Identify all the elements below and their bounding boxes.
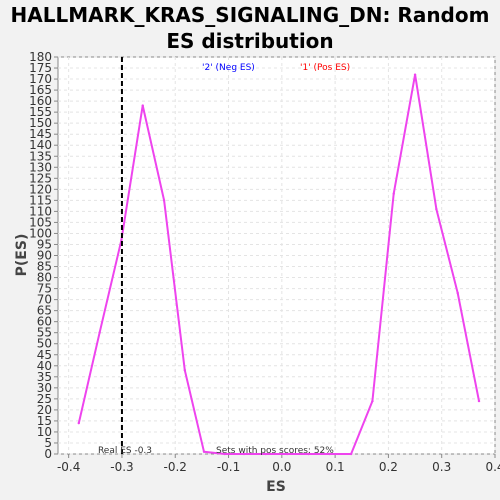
y-tick-label: 120 bbox=[29, 182, 52, 196]
y-tick-label: 105 bbox=[29, 215, 52, 229]
y-tick-label: 60 bbox=[37, 315, 52, 329]
data-point bbox=[435, 207, 438, 211]
y-tick-label: 135 bbox=[29, 149, 52, 163]
y-tick-label: 85 bbox=[37, 260, 52, 274]
y-tick-label: 95 bbox=[37, 237, 52, 251]
data-point bbox=[202, 450, 206, 453]
data-point bbox=[120, 238, 123, 242]
y-tick-label: 90 bbox=[37, 249, 52, 263]
y-tick-label: 0 bbox=[44, 447, 52, 461]
y-tick-label: 30 bbox=[37, 381, 52, 395]
y-axis-label: P(ES) bbox=[14, 234, 30, 277]
x-tick-label: -0.2 bbox=[164, 460, 187, 474]
data-point bbox=[392, 192, 395, 195]
y-tick-label: 15 bbox=[37, 414, 52, 428]
data-point bbox=[98, 331, 101, 334]
data-point bbox=[77, 421, 80, 425]
y-tick-label: 165 bbox=[29, 83, 52, 97]
y-tick-label: 175 bbox=[29, 61, 52, 75]
y-tick-label: 130 bbox=[29, 160, 52, 174]
data-point bbox=[242, 452, 246, 456]
data-point bbox=[456, 291, 459, 295]
legend-pos-es: '1' (Pos ES) bbox=[300, 63, 350, 73]
y-tick-label: 100 bbox=[29, 226, 52, 240]
data-point bbox=[477, 399, 481, 403]
pos-scores-annotation: Sets with pos scores: 52% bbox=[216, 446, 334, 456]
legend-neg-es: '2' (Neg ES) bbox=[202, 63, 255, 73]
series-line bbox=[77, 73, 480, 455]
y-tick-label: 145 bbox=[29, 127, 52, 141]
real-es-label: Real ES -0.3 bbox=[98, 446, 152, 456]
data-point bbox=[371, 399, 374, 403]
data-point bbox=[328, 452, 331, 456]
y-tick-label: 50 bbox=[37, 337, 52, 351]
x-axis: -0.4 -0.3 -0.2 -0.1 0.0 0.1 0.2 0.3 0.4 bbox=[57, 454, 500, 474]
data-point bbox=[307, 452, 310, 456]
y-tick-label: 180 bbox=[29, 50, 52, 64]
y-tick-label: 70 bbox=[37, 293, 52, 307]
y-tick-label: 110 bbox=[29, 204, 52, 218]
data-point bbox=[349, 452, 353, 456]
y-tick-label: 140 bbox=[29, 138, 52, 152]
grid bbox=[58, 56, 496, 455]
y-tick-label: 160 bbox=[29, 94, 52, 108]
data-point bbox=[162, 199, 166, 202]
y-tick-label: 150 bbox=[29, 116, 52, 130]
x-tick-label: 0.1 bbox=[326, 460, 345, 474]
data-point bbox=[285, 452, 289, 456]
y-tick-label: 45 bbox=[37, 348, 52, 362]
y-tick-label: 10 bbox=[37, 425, 52, 439]
y-axis: 0510152025303540455055606570758085909510… bbox=[29, 50, 58, 461]
y-tick-label: 155 bbox=[29, 105, 52, 119]
data-point bbox=[264, 452, 268, 456]
y-tick-label: 40 bbox=[37, 359, 52, 373]
data-point bbox=[223, 452, 227, 456]
x-tick-label: 0.4 bbox=[485, 460, 500, 474]
y-tick-label: 5 bbox=[44, 436, 52, 450]
y-tick-label: 25 bbox=[37, 392, 52, 406]
data-point bbox=[183, 368, 187, 372]
y-tick-label: 125 bbox=[29, 171, 52, 185]
data-point bbox=[413, 73, 417, 76]
y-tick-label: 20 bbox=[37, 403, 52, 417]
y-tick-label: 115 bbox=[29, 193, 52, 207]
series-group bbox=[77, 73, 481, 456]
x-tick-label: 0.0 bbox=[272, 460, 291, 474]
chart-title: HALLMARK_KRAS_SIGNALING_DN: Random ES di… bbox=[10, 3, 490, 53]
y-tick-label: 80 bbox=[37, 271, 52, 285]
x-tick-label: 0.3 bbox=[432, 460, 451, 474]
x-tick-label: 0.2 bbox=[379, 460, 398, 474]
y-tick-label: 35 bbox=[37, 370, 52, 384]
x-tick-label: -0.3 bbox=[110, 460, 133, 474]
y-tick-label: 55 bbox=[37, 326, 52, 340]
data-point bbox=[141, 104, 144, 107]
y-tick-label: 75 bbox=[37, 282, 52, 296]
y-tick-label: 65 bbox=[37, 304, 52, 318]
x-tick-label: -0.4 bbox=[57, 460, 80, 474]
x-axis-label: ES bbox=[266, 479, 286, 495]
y-tick-label: 170 bbox=[29, 72, 52, 86]
x-tick-label: -0.1 bbox=[217, 460, 240, 474]
